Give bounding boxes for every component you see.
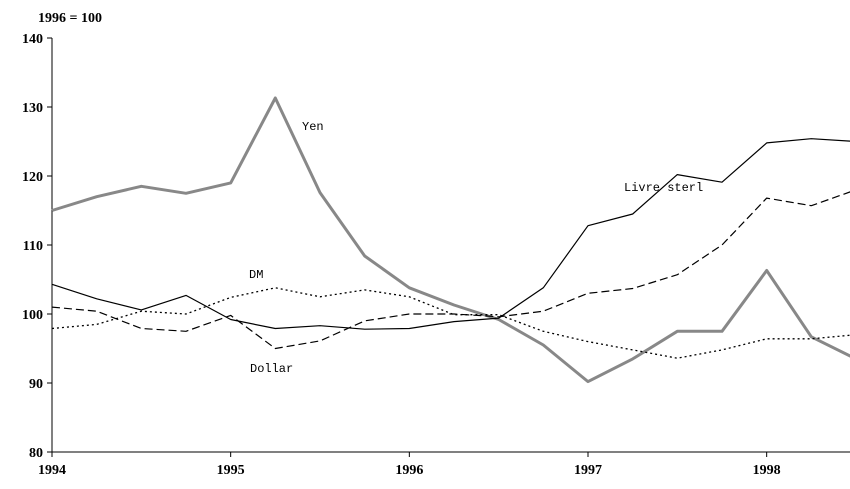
series-label: Dollar	[250, 362, 293, 376]
x-tick-label: 1996	[395, 463, 423, 478]
y-tick-label: 80	[29, 446, 43, 461]
y-tick-label: 140	[22, 32, 43, 47]
series-line	[51, 96, 850, 384]
y-axis-label: 1996 = 100	[38, 11, 102, 26]
series-line	[51, 287, 850, 359]
series-label: Livre sterl	[624, 181, 703, 195]
x-tick-label: 1995	[217, 463, 245, 478]
series-label: Yen	[302, 120, 324, 134]
y-tick-label: 130	[22, 101, 43, 116]
y-tick-label: 110	[23, 239, 43, 254]
series-line	[51, 191, 850, 350]
y-tick-label: 100	[22, 308, 43, 323]
series-label: DM	[249, 268, 263, 282]
x-tick-label: 1994	[38, 463, 66, 478]
y-tick-label: 90	[29, 377, 43, 392]
x-tick-label: 1998	[753, 463, 781, 478]
series-line	[51, 138, 850, 330]
y-tick-label: 120	[22, 170, 43, 185]
x-tick-label: 1997	[574, 463, 602, 478]
